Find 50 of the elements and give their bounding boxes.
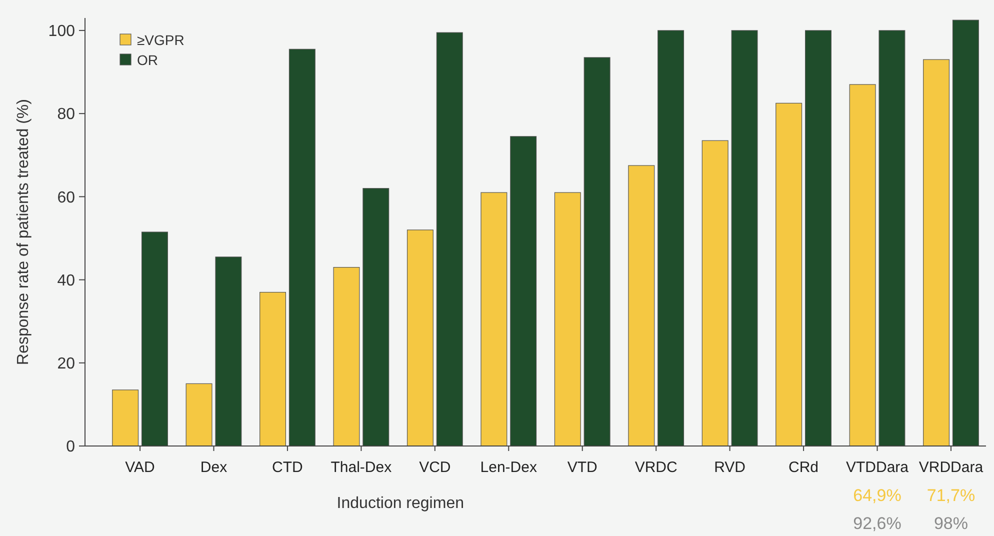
y-tick-label: 80	[57, 106, 76, 124]
bar	[112, 390, 139, 446]
x-tick-label: RVD	[714, 459, 746, 476]
x-tick-label: VCD	[419, 459, 451, 476]
y-tick-label: 100	[48, 23, 76, 40]
x-tick-label: Thal-Dex	[330, 459, 392, 476]
x-tick-label: CTD	[272, 459, 304, 476]
bar	[584, 57, 610, 446]
text: 64,9%	[853, 486, 902, 505]
bar	[480, 192, 508, 446]
x-tick-label: Len-Dex	[480, 459, 538, 476]
x-tick-label: VTDDara	[846, 459, 910, 476]
bar	[436, 32, 463, 446]
x-tick-label: VRDDara	[918, 459, 984, 476]
bar	[362, 188, 390, 446]
bar	[141, 232, 168, 446]
bar	[923, 59, 950, 446]
bar	[510, 136, 537, 446]
bar	[333, 267, 360, 446]
bar	[731, 30, 758, 446]
bar	[215, 256, 242, 446]
y-tick-label: 20	[57, 355, 76, 372]
y-tick-label: 40	[57, 272, 76, 290]
bar	[406, 230, 434, 446]
bar	[628, 165, 655, 446]
bar	[658, 30, 684, 446]
bar	[776, 102, 802, 446]
bar	[554, 192, 581, 446]
text: 71,7%	[926, 486, 976, 505]
bar	[186, 383, 212, 446]
text: 92,6%	[853, 514, 902, 533]
legend-label: ≥VGPR	[137, 32, 184, 48]
x-tick-label: VAD	[125, 459, 156, 476]
bar	[260, 292, 286, 446]
y-axis-title: Response rate of patients treated (%)	[15, 99, 32, 365]
text: 98%	[934, 514, 968, 533]
y-tick-label: 0	[66, 438, 76, 456]
bar	[805, 30, 832, 446]
bar	[849, 84, 876, 446]
bar	[878, 30, 906, 446]
bar	[952, 20, 979, 446]
x-tick-label: Dex	[200, 459, 228, 476]
bar	[288, 48, 316, 446]
x-tick-label: VRDC	[634, 459, 678, 476]
legend-label: OR	[137, 52, 158, 68]
bar	[702, 140, 728, 446]
x-tick-label: VTD	[567, 459, 598, 476]
y-tick-label: 60	[57, 189, 76, 206]
x-axis-title: Induction regimen	[336, 495, 464, 512]
x-tick-label: CRd	[788, 459, 819, 476]
